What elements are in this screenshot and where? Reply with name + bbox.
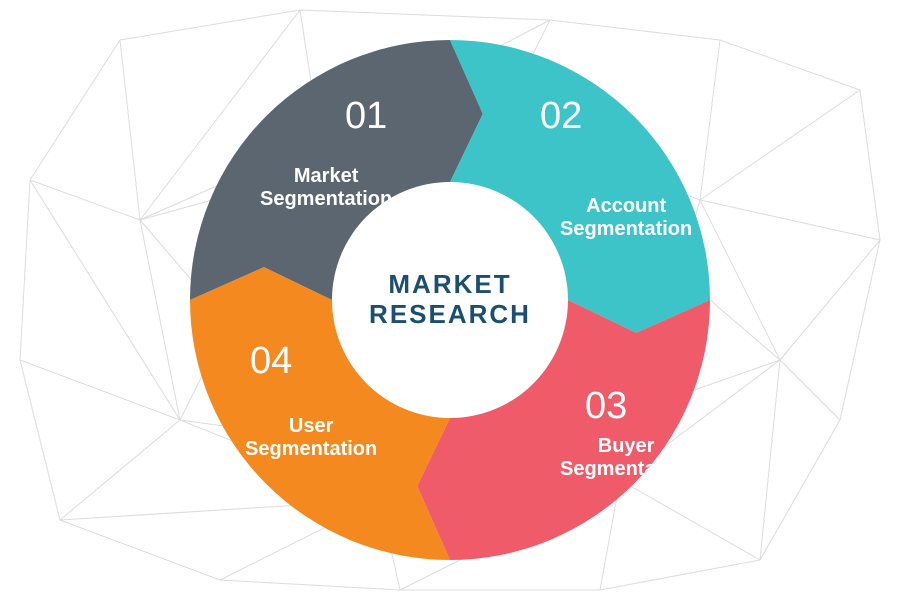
segment-title-line2: Segmentation — [245, 438, 377, 461]
segment-number-02: 02 — [540, 95, 582, 139]
diagram-stage: MARKET RESEARCH 01MarketSegmentation02Ac… — [0, 0, 900, 600]
center-title-line1: MARKET — [369, 270, 531, 300]
segment-title-line1: User — [245, 415, 377, 438]
segment-title-line1: Buyer — [560, 435, 692, 458]
segment-number-01: 01 — [345, 95, 387, 139]
segment-title-line1: Market — [260, 165, 392, 188]
center-title: MARKET RESEARCH — [369, 270, 531, 330]
segment-title-line1: Account — [560, 195, 692, 218]
segment-title-03: BuyerSegmentation — [560, 435, 692, 481]
segment-title-01: MarketSegmentation — [260, 165, 392, 211]
segment-number-04: 04 — [250, 340, 292, 384]
segment-title-02: AccountSegmentation — [560, 195, 692, 241]
segment-title-04: UserSegmentation — [245, 415, 377, 461]
center-title-line2: RESEARCH — [369, 300, 531, 330]
segment-title-line2: Segmentation — [260, 188, 392, 211]
segment-number-03: 03 — [585, 385, 627, 429]
segment-title-line2: Segmentation — [560, 458, 692, 481]
segment-title-line2: Segmentation — [560, 218, 692, 241]
